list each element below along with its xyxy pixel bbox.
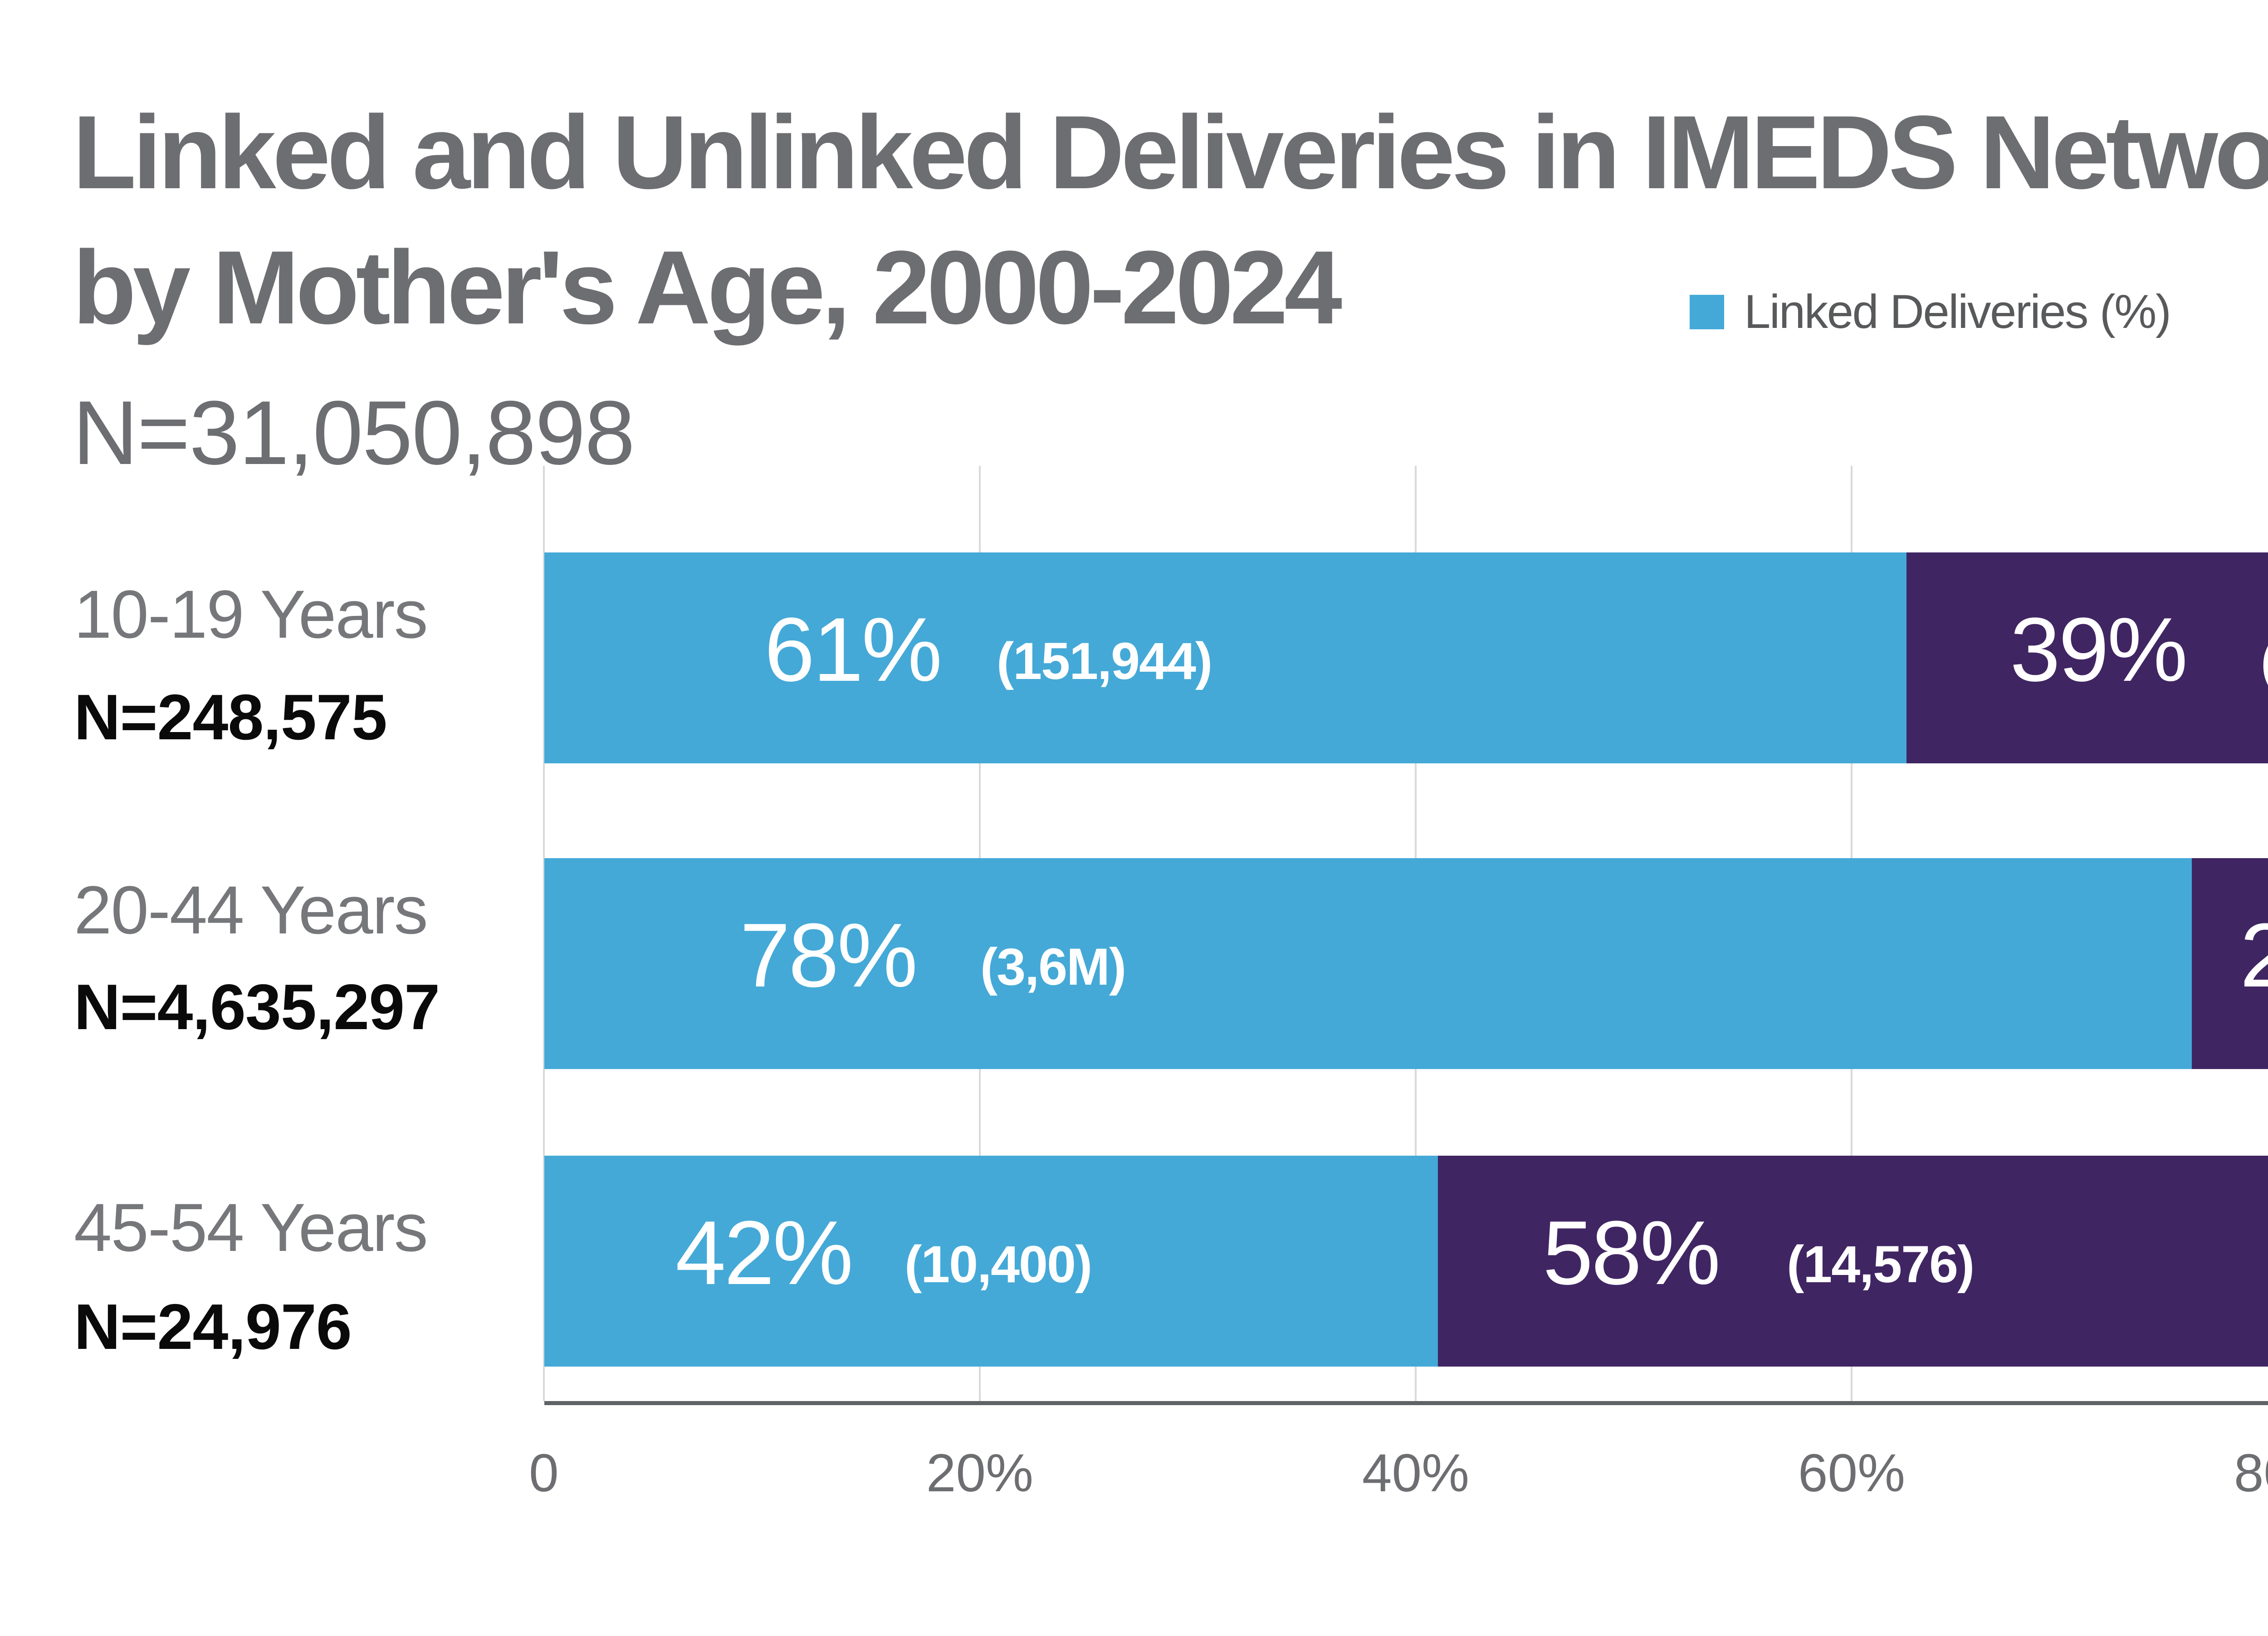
chart-title-line1: Linked and Unlinked Deliveries in IMEDS … bbox=[73, 94, 2268, 210]
bar-row-45-54: 42% (10,400) 58% (14,576) bbox=[544, 1156, 2268, 1367]
chart-title: Linked and Unlinked Deliveries in IMEDS … bbox=[73, 85, 2268, 355]
bar-label-unlinked-pct-20-44: 22% bbox=[2240, 905, 2268, 1006]
category-label-10-19: 10-19 Years bbox=[74, 576, 428, 652]
bar-label-unlinked-count-10-19: (96,631) bbox=[2261, 635, 2268, 688]
bar-segment-unlinked-10-19 bbox=[1906, 552, 2268, 763]
x-tick-60: 60% bbox=[1798, 1443, 1906, 1503]
bar-segment-unlinked-20-44 bbox=[2191, 858, 2268, 1069]
x-tick-20: 20% bbox=[926, 1443, 1034, 1503]
x-tick-0: 0 bbox=[529, 1443, 559, 1503]
bar-segment-linked-45-54 bbox=[544, 1156, 1438, 1367]
bar-row-10-19: 61% (151,944) 39% (96,631) bbox=[544, 552, 2268, 763]
x-tick-80: 80% bbox=[2234, 1443, 2268, 1503]
bar-label-linked-pct-45-54: 42% bbox=[675, 1202, 853, 1304]
category-label-45-54: 45-54 Years bbox=[74, 1189, 428, 1265]
bar-label-unlinked-pct-10-19: 39% bbox=[2010, 599, 2188, 700]
bar-row-20-44: 78% (3,6M) 22% (1.01M) bbox=[544, 858, 2268, 1069]
category-n-20-44: N=4,635,297 bbox=[74, 971, 440, 1043]
category-n-45-54: N=24,976 bbox=[74, 1291, 352, 1363]
bar-label-unlinked-pct-45-54: 58% bbox=[1543, 1202, 1721, 1304]
bar-label-linked-pct-20-44: 78% bbox=[740, 905, 918, 1006]
legend-item-linked: Linked Deliveries (%) bbox=[1690, 285, 2171, 338]
category-n-10-19: N=248,575 bbox=[74, 681, 387, 753]
chart-title-line2: by Mother's Age, 2000-2024 bbox=[73, 229, 1342, 346]
x-axis-line bbox=[544, 1401, 2268, 1405]
bar-label-unlinked-count-45-54: (14,576) bbox=[1787, 1236, 1975, 1294]
legend-label-linked: Linked Deliveries (%) bbox=[1744, 285, 2171, 338]
bar-label-linked-count-45-54: (10,400) bbox=[904, 1236, 1092, 1294]
bar-label-linked-pct-10-19: 61% bbox=[764, 599, 942, 700]
gridline-0 bbox=[543, 466, 545, 1401]
bar-label-linked-count-10-19: (151,944) bbox=[997, 632, 1212, 690]
category-label-20-44: 20-44 Years bbox=[74, 872, 428, 948]
bar-segment-linked-10-19 bbox=[544, 552, 1906, 763]
bar-segment-linked-20-44 bbox=[544, 858, 2192, 1069]
total-n-label: N=31,050,898 bbox=[73, 382, 635, 483]
legend-swatch-linked-icon bbox=[1690, 295, 1724, 329]
bar-label-linked-count-20-44: (3,6M) bbox=[980, 938, 1126, 996]
bar-segment-unlinked-45-54 bbox=[1437, 1156, 2268, 1367]
x-tick-40: 40% bbox=[1362, 1443, 1470, 1503]
